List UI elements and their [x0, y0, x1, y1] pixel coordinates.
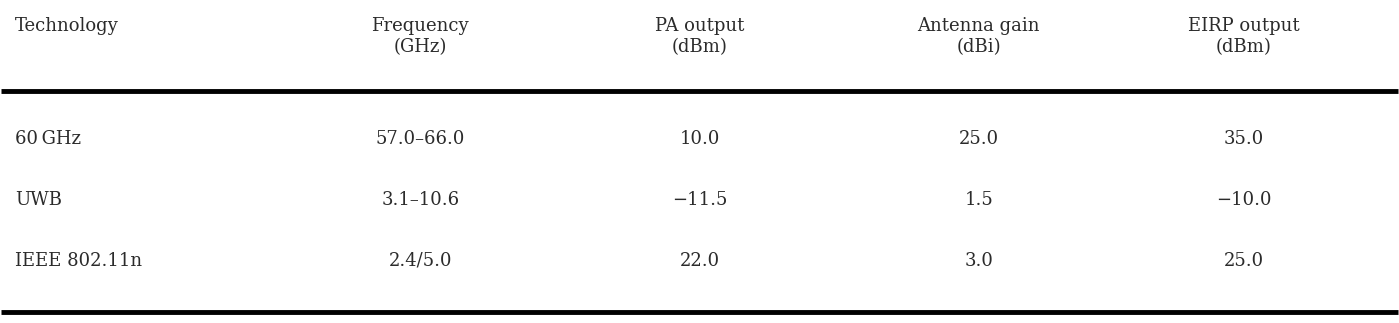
- Text: 60 GHz: 60 GHz: [15, 130, 81, 148]
- Text: 22.0: 22.0: [680, 252, 719, 270]
- Text: 10.0: 10.0: [680, 130, 719, 148]
- Text: 2.4/5.0: 2.4/5.0: [389, 252, 452, 270]
- Text: Technology: Technology: [15, 17, 119, 36]
- Text: 25.0: 25.0: [1224, 252, 1265, 270]
- Text: −11.5: −11.5: [672, 191, 727, 209]
- Text: 25.0: 25.0: [958, 130, 999, 148]
- Text: 35.0: 35.0: [1224, 130, 1265, 148]
- Text: UWB: UWB: [15, 191, 63, 209]
- Text: Antenna gain
(dBi): Antenna gain (dBi): [918, 17, 1039, 56]
- Text: 3.0: 3.0: [964, 252, 993, 270]
- Text: 3.1–10.6: 3.1–10.6: [381, 191, 459, 209]
- Text: Frequency
(GHz): Frequency (GHz): [372, 17, 469, 56]
- Text: EIRP output
(dBm): EIRP output (dBm): [1188, 17, 1300, 56]
- Text: IEEE 802.11n: IEEE 802.11n: [15, 252, 143, 270]
- Text: 1.5: 1.5: [964, 191, 993, 209]
- Text: 57.0–66.0: 57.0–66.0: [375, 130, 464, 148]
- Text: PA output
(dBm): PA output (dBm): [655, 17, 744, 56]
- Text: −10.0: −10.0: [1216, 191, 1272, 209]
